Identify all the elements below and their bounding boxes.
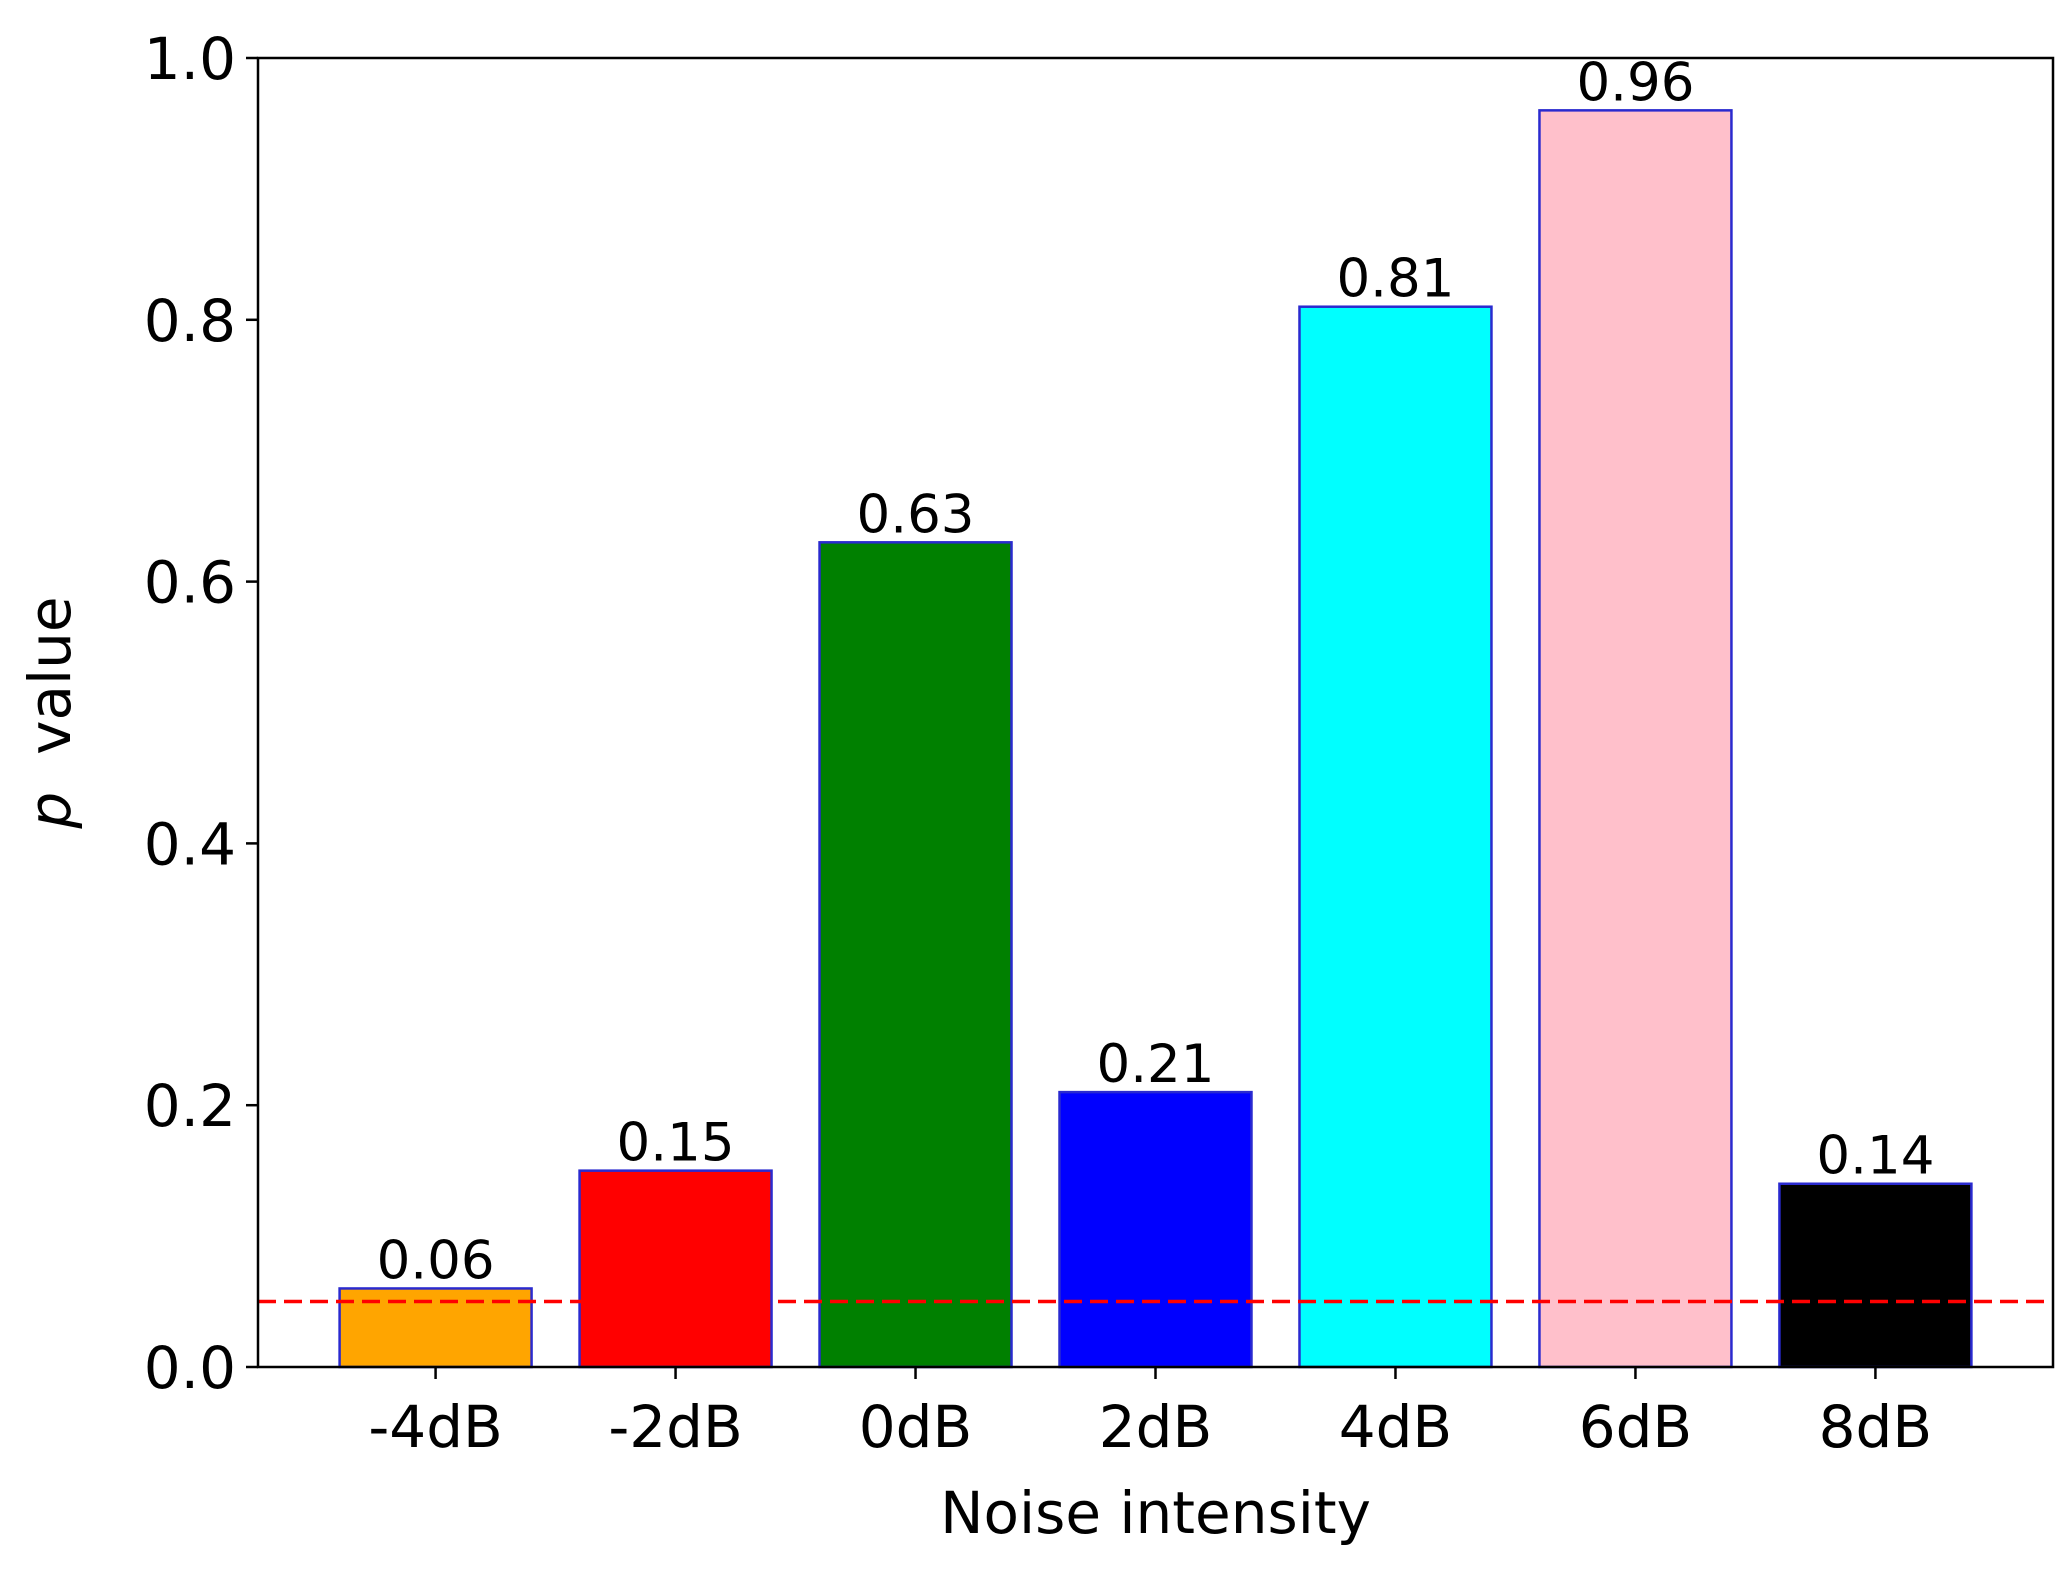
bar-2dB (1058, 1090, 1253, 1369)
x-tick-label: 8dB (1819, 1393, 1933, 1461)
bar-value-label: 0.21 (1096, 1034, 1214, 1095)
bar-8dB (1778, 1182, 1973, 1369)
y-axis-title: p value (16, 596, 84, 829)
x-axis-title: Noise intensity (940, 1479, 1371, 1547)
bar-value-label: 0.63 (857, 484, 975, 545)
y-tick-label: 0.6 (144, 549, 236, 617)
bar-value-label: 0.96 (1576, 52, 1694, 113)
y-axis-title-symbol: p (16, 792, 84, 830)
x-axis-ticks: -4dB -2dB 0dB 2dB 4dB 6dB 8dB (368, 1367, 1932, 1461)
x-tick-label: -4dB (368, 1393, 502, 1461)
x-tick-label: -2dB (608, 1393, 742, 1461)
bar-value-label: 0.81 (1336, 249, 1454, 310)
x-tick-label: 6dB (1579, 1393, 1693, 1461)
bars-group (338, 109, 1973, 1369)
y-axis-title-text: value (16, 596, 84, 773)
bar-6dB (1538, 109, 1733, 1369)
y-tick-label: 0.4 (144, 810, 236, 878)
x-tick-label: 2dB (1099, 1393, 1213, 1461)
data-labels-group: 0.06 0.15 0.63 0.21 0.81 0.96 0.14 (377, 52, 1935, 1291)
bar-4dB (1298, 305, 1493, 1369)
bar-value-label: 0.06 (377, 1230, 495, 1291)
y-tick-label: 0.8 (144, 287, 236, 355)
bar--2dB (578, 1169, 773, 1369)
bar-0dB (818, 541, 1013, 1369)
y-axis-ticks: 0.0 0.2 0.4 0.6 0.8 1.0 (144, 25, 258, 1402)
bar-value-label: 0.15 (617, 1113, 735, 1174)
y-tick-label: 0.2 (144, 1072, 236, 1140)
y-tick-label: 0.0 (144, 1334, 236, 1402)
bar-value-label: 0.14 (1816, 1126, 1934, 1187)
x-tick-label: 0dB (859, 1393, 973, 1461)
x-tick-label: 4dB (1339, 1393, 1453, 1461)
y-tick-label: 1.0 (144, 25, 236, 93)
